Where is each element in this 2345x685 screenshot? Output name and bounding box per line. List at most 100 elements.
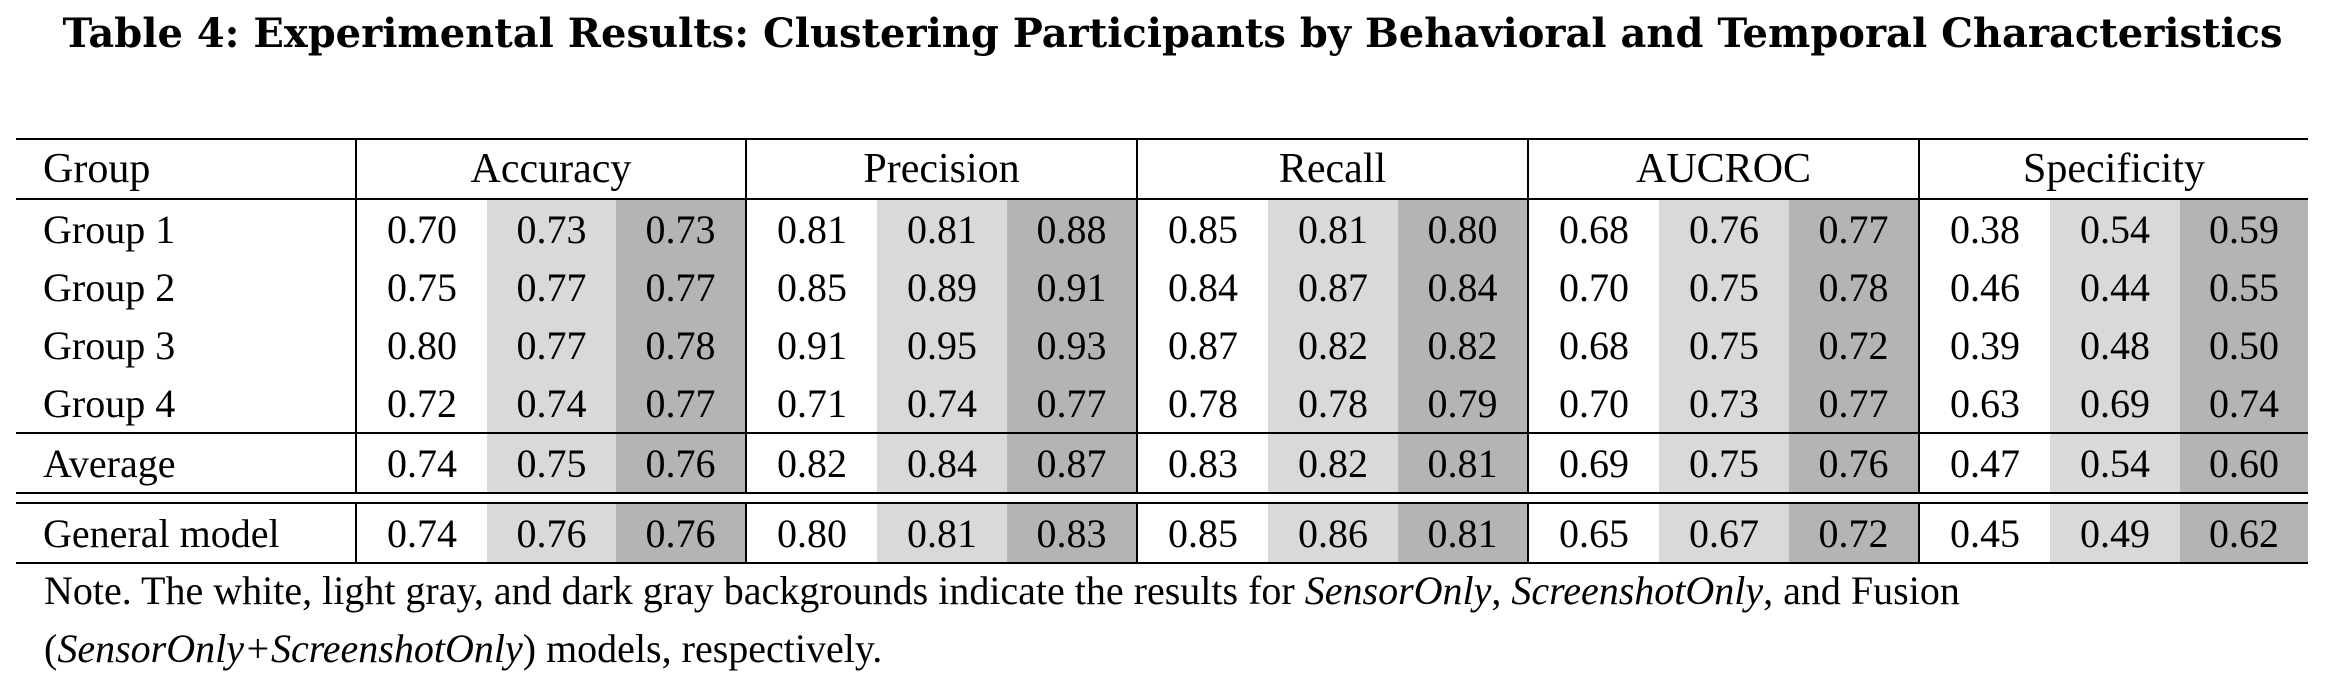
table-cell: 0.81 [877, 503, 1007, 564]
row-label: General model [16, 503, 357, 564]
table-cell: 0.69 [2050, 374, 2181, 433]
table-cell: 0.75 [1659, 258, 1790, 316]
model-sensoronly: SensorOnly [1304, 568, 1492, 613]
table-cell: 0.77 [616, 258, 747, 316]
rule-cell [1919, 492, 2051, 504]
table-cell: 0.47 [1919, 432, 2051, 493]
table-cell: 0.85 [777, 264, 847, 310]
table-cell: 0.86 [1268, 503, 1399, 564]
table-cell: 0.78 [1168, 380, 1239, 426]
header-recall: Recall [1137, 138, 1530, 200]
table-cell: 0.48 [2050, 316, 2181, 374]
table-cell: 0.74 [356, 432, 487, 493]
table-cell: 0.81 [1398, 432, 1530, 493]
table-cell: 0.59 [2180, 199, 2309, 258]
table-cell: 0.72 [1789, 503, 1921, 564]
table-cell: 0.91 [777, 322, 847, 368]
table-cell: 0.54 [2050, 432, 2181, 493]
table-cell: 0.75 [487, 432, 616, 493]
table-cell: 0.73 [1659, 374, 1790, 433]
table-cell: 0.81 [777, 206, 847, 252]
results-table: Group Accuracy Precision Recall AUCROC S… [16, 138, 2309, 564]
table-cell: 0.77 [1789, 199, 1921, 258]
table-cell: 0.81 [1398, 503, 1530, 564]
rule-cell [1659, 492, 1790, 504]
model-screenshotonly: ScreenshotOnly [1511, 568, 1764, 613]
table-cell: 0.65 [1528, 503, 1660, 564]
table-cell: 0.79 [1398, 374, 1530, 433]
table-cell: 0.81 [877, 199, 1007, 258]
table-cell: 0.77 [616, 374, 747, 433]
table-cell: 0.88 [1007, 199, 1139, 258]
table-cell: 0.45 [1919, 503, 2051, 564]
rule-cell [616, 492, 746, 504]
table-cell: 0.74 [356, 503, 487, 564]
header-accuracy: Accuracy [356, 138, 747, 200]
table-cell: 0.89 [877, 258, 1007, 316]
table-cell: 0.80 [387, 322, 457, 368]
table-cell: 0.82 [746, 432, 877, 493]
average-row: Average 0.74 0.75 0.76 0.82 0.84 0.87 0.83 0.82 0… [16, 432, 2309, 493]
table-row: Group 2 0.75 0.77 0.77 0.85 0.89 0.91 0.84 0.87 0… [16, 258, 2309, 316]
row-label: Average [16, 432, 357, 493]
table-cell: 0.68 [1559, 206, 1630, 252]
table-cell: 0.84 [1398, 258, 1530, 316]
table-cell: 0.73 [616, 199, 747, 258]
table-cell: 0.77 [1789, 374, 1921, 433]
table-cell: 0.82 [1268, 316, 1399, 374]
header-precision: Precision [746, 138, 1139, 200]
table-cell: 0.91 [1007, 258, 1139, 316]
table-cell: 0.78 [616, 316, 747, 374]
row-label: Group 3 [16, 316, 357, 374]
table-cell: 0.72 [387, 380, 457, 426]
table-cell: 0.69 [1528, 432, 1660, 493]
table-cell: 0.85 [1137, 503, 1269, 564]
row-label: Group 2 [16, 258, 357, 316]
table-cell: 0.76 [616, 503, 747, 564]
table-cell: 0.77 [487, 316, 616, 374]
table-cell: 0.85 [1168, 206, 1239, 252]
rule-cell [487, 492, 616, 504]
table-cell: 0.67 [1659, 503, 1790, 564]
rule-cell [1007, 492, 1138, 504]
general-model-row: General model 0.74 0.76 0.76 0.80 0.81 0.83 0.8… [16, 503, 2309, 564]
rule-cell [356, 492, 487, 504]
header-group: Group [16, 138, 357, 200]
rule-cell [1528, 492, 1660, 504]
table-cell: 0.46 [1950, 264, 2021, 310]
table-cell: 0.87 [1268, 258, 1399, 316]
rule-cell [2180, 492, 2309, 504]
table-cell: 0.84 [1168, 264, 1239, 310]
rule-cell [16, 492, 356, 504]
table-row: Group 1 0.70 0.73 0.73 0.81 0.81 0.88 0.85 0.81 0… [16, 199, 2309, 258]
table-cell: 0.81 [1268, 199, 1399, 258]
table-cell: 0.55 [2180, 258, 2309, 316]
header-specificity: Specificity [1919, 138, 2309, 200]
table-cell: 0.75 [1659, 432, 1790, 493]
table-cell: 0.63 [1950, 380, 2021, 426]
table-cell: 0.50 [2180, 316, 2309, 374]
table-cell: 0.80 [746, 503, 877, 564]
table-note: Note. The white, light gray, and dark gr… [44, 568, 1960, 671]
table-cell: 0.70 [1559, 380, 1630, 426]
table-row: Group 3 0.80 0.77 0.78 0.91 0.95 0.93 0.87 0.82 0… [16, 316, 2309, 374]
table-cell: 0.83 [1137, 432, 1269, 493]
table-cell: 0.70 [387, 206, 457, 252]
table-cell: 0.78 [1268, 374, 1399, 433]
table-cell: 0.76 [1789, 432, 1921, 493]
table-cell: 0.62 [2180, 503, 2309, 564]
table-cell: 0.74 [487, 374, 616, 433]
table-cell: 0.68 [1559, 322, 1630, 368]
table-cell: 0.75 [387, 264, 457, 310]
table-cell: 0.72 [1789, 316, 1921, 374]
header-row: Group Accuracy Precision Recall AUCROC S… [16, 138, 2309, 200]
model-fusion: SensorOnly+ScreenshotOnly [57, 626, 523, 671]
table-cell: 0.77 [487, 258, 616, 316]
rule-cell [1789, 492, 1920, 504]
table-cell: 0.73 [487, 199, 616, 258]
table-cell: 0.84 [877, 432, 1007, 493]
double-rule [16, 492, 2309, 504]
table-cell: 0.71 [777, 380, 847, 426]
rule-cell [1268, 492, 1399, 504]
table-row: Group 4 0.72 0.74 0.77 0.71 0.74 0.77 0.78 0.78 0… [16, 374, 2309, 433]
